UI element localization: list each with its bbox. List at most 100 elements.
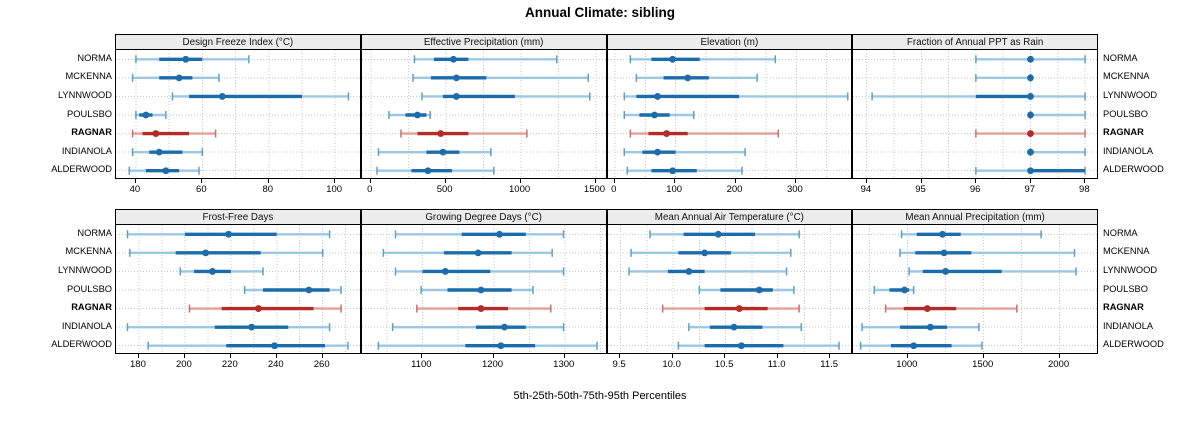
row-label-right: MCKENNA	[1103, 246, 1150, 257]
axis-tick-mark	[920, 179, 922, 183]
axis-tick-mark	[1058, 354, 1060, 358]
axis-tick-mark	[829, 354, 831, 358]
row-label-left: NORMA	[77, 227, 112, 238]
row-poulsbo	[387, 111, 431, 119]
axis-tick-label: 1100	[411, 359, 432, 370]
row-poulsbo	[698, 286, 795, 294]
axis-tick-mark	[865, 179, 867, 183]
panel-canvas	[607, 225, 852, 353]
row-norma	[975, 55, 1087, 64]
row-lynnwood	[627, 267, 787, 276]
row-poulsbo	[420, 286, 534, 294]
row-label-left: INDIANOLA	[61, 145, 112, 156]
row-mckenna	[131, 73, 220, 82]
gridlines	[116, 50, 360, 178]
axis-tick-mark	[776, 354, 778, 358]
row-label-right: INDIANOLA	[1103, 320, 1154, 331]
row-label-right: ALDERWOOD	[1103, 164, 1164, 175]
row-alderwood	[860, 341, 983, 350]
row-mckenna	[382, 248, 553, 257]
row-mckenna	[975, 73, 1035, 82]
panel-strip: Growing Degree Days (°C)	[360, 209, 607, 224]
row-label-right: POULSBO	[1103, 283, 1148, 294]
row-ragnar	[188, 304, 342, 313]
axis-tick-mark	[794, 179, 796, 183]
row-norma	[413, 55, 558, 64]
row-indianola	[861, 323, 980, 332]
panel-title: Growing Degree Days (°C)	[425, 211, 542, 223]
row-norma	[648, 230, 800, 239]
axis-tick-label: 95	[915, 184, 926, 195]
row-indianola	[126, 323, 331, 332]
row-poulsbo	[135, 111, 167, 119]
axis-tick-label: 220	[221, 359, 238, 370]
row-norma	[629, 55, 776, 64]
panel-strip: Elevation (m)	[606, 34, 853, 49]
axis-tick-mark	[975, 179, 977, 183]
axis-tick-label: 98	[1079, 184, 1090, 195]
panel-plot	[360, 49, 607, 179]
panel-plot	[115, 49, 361, 179]
row-poulsbo	[243, 286, 342, 294]
axis-tick-label: 11.5	[820, 359, 839, 370]
panel-title: Elevation (m)	[700, 36, 759, 48]
panel-title: Mean Annual Air Temperature (°C)	[654, 211, 804, 223]
chart-title: Annual Climate: sibling	[524, 5, 675, 20]
axis-tick-label: 94	[860, 184, 872, 195]
panel-canvas	[853, 50, 1097, 178]
panel-strip: Mean Annual Precipitation (mm)	[852, 209, 1098, 224]
row-label-left: INDIANOLA	[61, 320, 112, 331]
axis-tick-mark	[982, 354, 984, 358]
panel-plot	[115, 224, 361, 354]
row-label-left: LYNNWOOD	[57, 89, 112, 100]
row-alderwood	[677, 341, 840, 350]
row-alderwood	[147, 341, 349, 350]
axis-tick-label: 260	[313, 359, 330, 370]
axis-tick-label: 10.5	[714, 359, 734, 370]
axis-tick-mark	[444, 179, 446, 183]
axis-tick-mark	[619, 354, 621, 358]
axis-tick-label: 240	[267, 359, 284, 370]
axis-tick-label: 0	[367, 184, 373, 195]
axis-tick-label: 2000	[1047, 359, 1070, 370]
row-norma	[394, 230, 565, 239]
row-label-right: RAGNAR	[1103, 302, 1144, 313]
row-label-left: RAGNAR	[71, 127, 112, 138]
panel-plot	[360, 224, 607, 354]
axis-tick-mark	[724, 354, 726, 358]
panel-strip: Frost-Free Days	[115, 209, 361, 224]
panel-plot	[606, 49, 853, 179]
axis-tick-label: 300	[786, 184, 803, 195]
axis-tick-mark	[369, 179, 371, 183]
panel-title: Effective Precipitation (mm)	[423, 36, 544, 48]
row-label-left: POULSBO	[67, 108, 112, 119]
axis-tick-label: 100	[666, 184, 683, 195]
axis-tick-mark	[594, 179, 596, 183]
row-ragnar	[629, 129, 779, 138]
row-norma	[135, 55, 250, 64]
axis-tick-mark	[906, 354, 908, 358]
row-label-right: INDIANOLA	[1103, 145, 1154, 156]
axis-tick-label: 1000	[509, 184, 531, 195]
row-label-right: NORMA	[1103, 227, 1138, 238]
axis-tick-label: 1500	[583, 184, 606, 195]
panel-strip: Effective Precipitation (mm)	[360, 34, 607, 49]
axis-tick-label: 9.5	[612, 359, 626, 370]
row-ragnar	[661, 304, 800, 313]
row-alderwood	[375, 166, 495, 175]
panel-canvas	[361, 225, 606, 353]
row-indianola	[131, 148, 204, 157]
row-norma	[901, 230, 1043, 239]
row-lynnwood	[179, 267, 264, 276]
axis-tick-label: 10.0	[662, 359, 681, 370]
row-lynnwood	[623, 92, 848, 101]
row-label-right: NORMA	[1103, 52, 1138, 63]
axis-tick-label: 200	[175, 359, 192, 370]
panel-title: Mean Annual Precipitation (mm)	[905, 211, 1045, 223]
row-indianola	[377, 148, 492, 157]
axis-tick-label: 1500	[972, 359, 994, 370]
row-alderwood	[975, 166, 1087, 175]
row-indianola	[1027, 148, 1087, 157]
row-lynnwood	[394, 267, 565, 276]
row-label-right: MCKENNA	[1103, 71, 1150, 82]
